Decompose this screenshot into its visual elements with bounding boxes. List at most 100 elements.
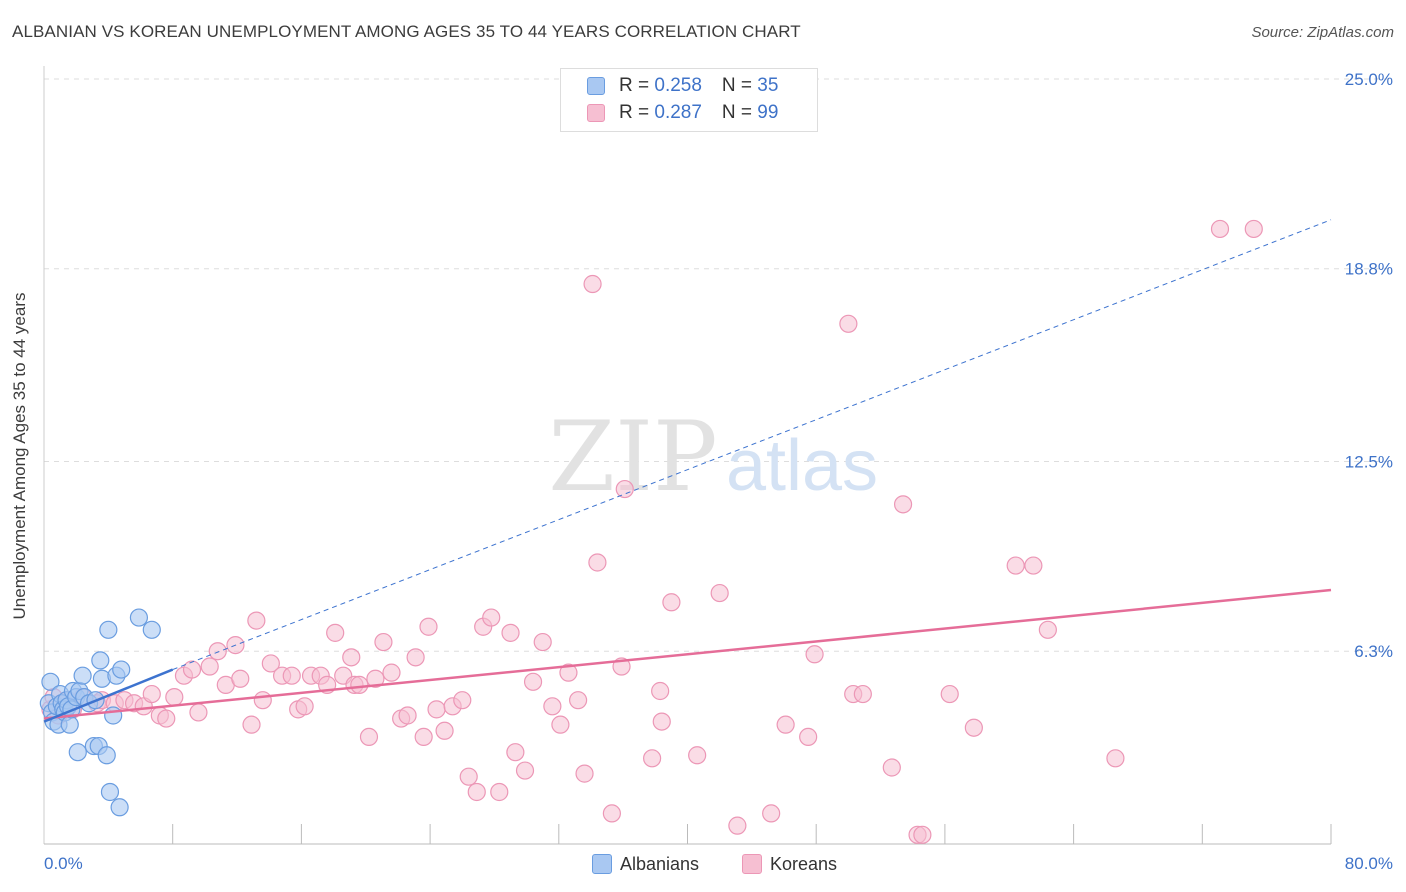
korean-point [1006,556,1025,575]
korean-point [414,727,433,747]
korean-point [490,782,509,802]
bottom-legend-koreans: Koreans [742,852,837,876]
albanian-point [142,620,161,639]
legend-row-albanians: R = 0.258 N = 35 [587,73,778,99]
legend-n-value-albanians: 35 [757,75,779,96]
korean-point [839,314,858,333]
korean-points [41,219,1263,844]
korean-point [799,727,818,747]
albanian-point [91,651,110,670]
korean-point [588,553,607,572]
korean-point [602,804,621,823]
albanian-point [97,746,116,765]
korean-point [853,684,872,704]
korean-point [652,712,671,731]
albanian-point [100,782,120,802]
korean-point [940,684,959,704]
watermark-zip: ZIP [548,401,717,513]
korean-point [208,642,227,661]
albanian-trend-line [43,668,174,723]
korean-point [776,715,795,734]
korean-point [231,669,250,688]
korean-point [359,727,379,747]
bottom-legend-albanians: Albanians [592,852,699,876]
korean-point [406,648,425,667]
korean-point [569,691,588,710]
korean-point [427,700,446,719]
korean-point [261,654,280,673]
legend-n-label: N = [721,75,758,96]
korean-point [189,703,208,722]
korean-point [374,632,393,652]
bottom-legend-swatch-koreans [742,854,762,874]
korean-point [182,660,202,679]
source-label: Source: ZipAtlas.com [1251,24,1394,41]
grid-layer [44,78,1394,652]
legend-swatch-koreans [587,104,605,122]
korean-point [688,746,707,765]
legend-r-label: R = [619,75,655,96]
korean-point [419,617,438,636]
albanian-point [73,666,92,685]
watermark-atlas: atlas [726,426,878,506]
korean-point [253,691,272,710]
korean-point [459,767,478,786]
albanian-point [99,620,118,639]
korean-point [515,761,535,780]
korean-point [1244,219,1263,239]
korean-trend-line [43,588,1332,720]
legend-row-koreans: R = 0.287 N = 99 [587,100,778,126]
y-tick-label: 12.5% [1345,453,1393,472]
watermark: ZIP atlas [548,401,878,513]
albanian-point [112,660,131,679]
korean-point [1210,219,1230,239]
albanian-point [129,608,149,627]
korean-point [165,688,184,707]
korean-point [142,684,161,704]
albanian-trend-extended [172,219,1332,671]
y-tick-label: 18.8% [1345,260,1393,279]
legend-r-label: R = [619,102,655,123]
y-tick-label: 6.3% [1354,642,1393,661]
korean-point [435,721,454,740]
korean-point [350,675,369,694]
albanian-points [39,608,161,817]
korean-point [247,611,266,630]
korean-point [342,648,361,667]
korean-point [1024,556,1043,575]
albanian-point [41,672,60,691]
korean-point [1038,620,1057,639]
korean-point [157,709,176,728]
korean-point [893,495,913,514]
chart-title: ALBANIAN VS KOREAN UNEMPLOYMENT AMONG AG… [12,22,801,41]
korean-point [382,663,401,682]
korean-point [643,749,662,768]
korean-point [533,632,552,652]
korean-point [295,697,314,716]
korean-point [506,743,525,762]
albanian-point [60,715,79,734]
albanian-point [104,706,123,725]
legend-r-value-albanians: 0.258 [654,75,702,96]
korean-point [583,274,602,294]
korean-point [1106,749,1125,768]
legend-n-value-koreans: 99 [757,102,779,123]
korean-point [523,672,543,691]
korean-point [453,691,472,710]
korean-point [964,718,983,737]
tick-label-layer: 6.3% 12.5% 18.8% 25.0% 0.0% 80.0% [44,70,1393,873]
korean-point [662,593,681,612]
korean-point [467,782,486,802]
bottom-legend-label-koreans: Koreans [770,853,838,874]
korean-point [501,623,520,642]
korean-point [728,816,747,835]
korean-point [615,479,634,499]
legend-swatch-albanians [587,77,605,95]
korean-point [543,697,562,716]
bottom-legend-label-albanians: Albanians [620,853,700,874]
korean-point [326,623,345,642]
legend: R = 0.258 N = 35 R = 0.287 N = 99 [560,68,818,132]
bottom-legend-swatch-albanians [592,854,612,874]
korean-point [282,666,301,685]
x-tick-label-max: 80.0% [1345,854,1393,873]
